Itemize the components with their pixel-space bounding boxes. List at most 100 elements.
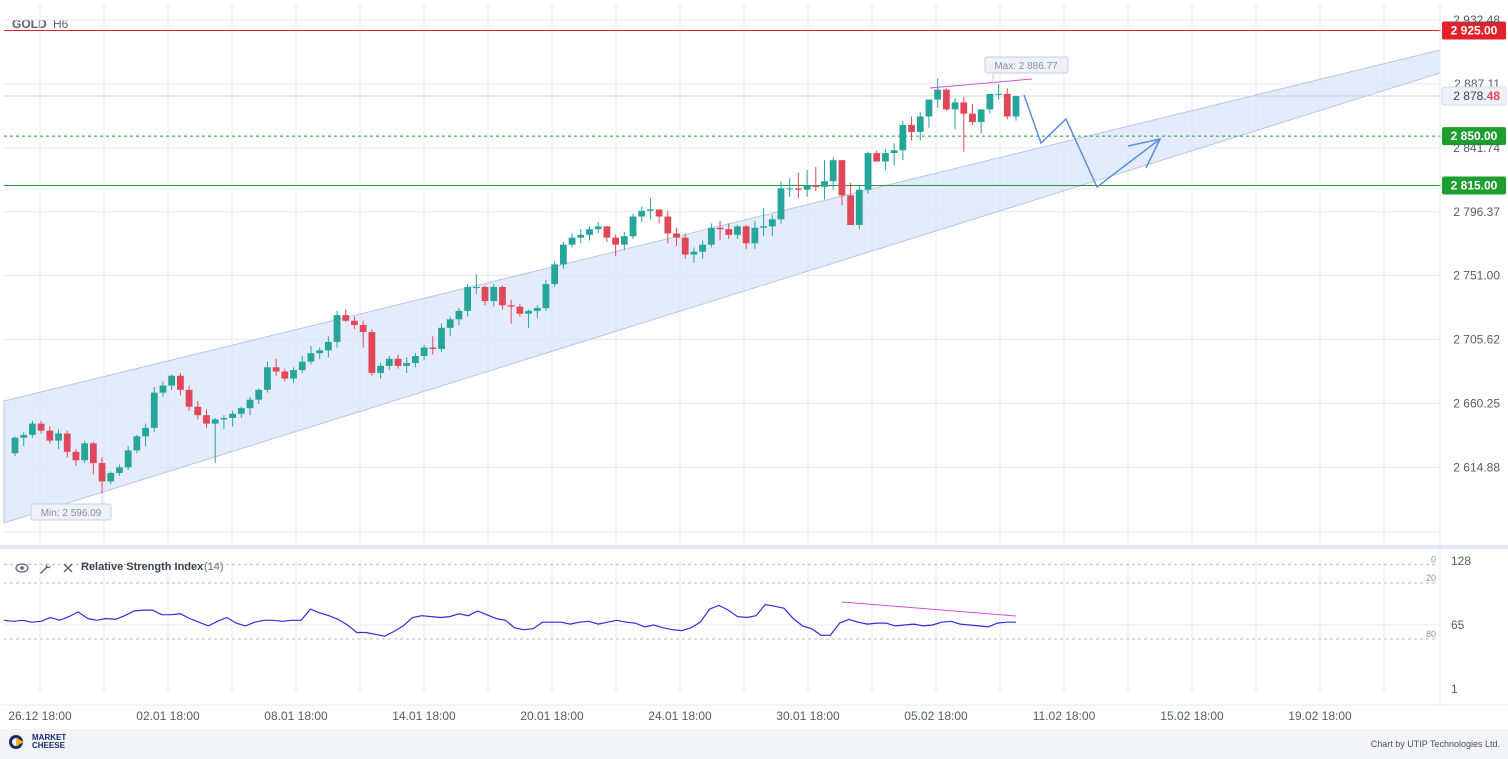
candle bbox=[794, 172, 802, 199]
candle-body bbox=[385, 358, 393, 366]
candle bbox=[908, 116, 915, 141]
candle bbox=[46, 426, 54, 444]
close-icon[interactable] bbox=[59, 559, 77, 577]
candle bbox=[977, 109, 985, 134]
candle bbox=[725, 223, 733, 240]
candle bbox=[551, 261, 559, 287]
candle-body bbox=[72, 451, 80, 461]
candle-body bbox=[124, 450, 132, 468]
candle bbox=[359, 320, 367, 348]
candle-body bbox=[342, 315, 350, 321]
candle-body bbox=[603, 226, 611, 238]
settings-wrench-icon[interactable] bbox=[36, 559, 54, 577]
candle-body bbox=[977, 109, 985, 123]
rsi-level-label-2: 0 bbox=[1431, 554, 1436, 564]
candle bbox=[307, 346, 315, 365]
candle bbox=[707, 223, 715, 248]
candle bbox=[699, 240, 707, 259]
candle-body bbox=[229, 413, 237, 418]
candle-body bbox=[107, 472, 115, 482]
candle-body bbox=[786, 188, 794, 190]
candle bbox=[264, 361, 271, 393]
candle bbox=[89, 441, 97, 475]
candle bbox=[969, 103, 976, 125]
candle bbox=[20, 432, 28, 447]
candle bbox=[873, 150, 881, 162]
logo-line-2: CHEESE bbox=[32, 741, 65, 750]
candle-body bbox=[455, 310, 463, 320]
candle-body bbox=[647, 209, 654, 211]
candle bbox=[159, 381, 167, 397]
candle-body bbox=[290, 370, 297, 379]
candle bbox=[995, 84, 1002, 100]
candle-body bbox=[307, 353, 315, 362]
candle-body bbox=[638, 210, 646, 217]
candle bbox=[742, 224, 750, 249]
price-chart[interactable]: 2 925.00 2 850.00 2 815.00 Max: 2 886.77 Mi… bbox=[0, 0, 1508, 729]
level-tag-2 bbox=[1442, 176, 1506, 195]
candle bbox=[525, 309, 532, 328]
visibility-eye-icon[interactable] bbox=[13, 559, 31, 577]
candle-body bbox=[734, 226, 741, 235]
candle bbox=[812, 167, 820, 192]
candle bbox=[342, 309, 350, 323]
candle bbox=[229, 410, 237, 427]
candle-body bbox=[1012, 96, 1020, 117]
candle bbox=[29, 420, 36, 438]
candle bbox=[324, 336, 332, 358]
candle bbox=[603, 226, 611, 242]
candle bbox=[786, 178, 794, 197]
price-divergence-line bbox=[929, 78, 1033, 89]
candle-body bbox=[29, 423, 36, 435]
candle-body bbox=[264, 367, 271, 390]
candle-body bbox=[742, 226, 750, 244]
candle-body bbox=[995, 93, 1002, 95]
candle bbox=[586, 226, 593, 241]
candle bbox=[890, 143, 898, 166]
candle-body bbox=[942, 89, 950, 110]
y-tick-label: 2 751.00 bbox=[1453, 269, 1500, 283]
candle-body bbox=[777, 188, 785, 220]
candle bbox=[629, 213, 637, 240]
candle bbox=[142, 423, 149, 447]
candle-body bbox=[63, 433, 71, 452]
candle-body bbox=[81, 443, 89, 461]
candle bbox=[594, 222, 602, 234]
candle-body bbox=[525, 310, 532, 314]
rsi-indicator-name: Relative Strength Index bbox=[81, 561, 204, 573]
candle bbox=[98, 457, 106, 494]
candle-body bbox=[612, 237, 619, 245]
candle bbox=[655, 209, 663, 224]
footer-bar bbox=[0, 729, 1508, 759]
candle-body bbox=[551, 264, 559, 285]
candle bbox=[203, 409, 210, 428]
candle-body bbox=[55, 433, 62, 441]
market-cheese-logo[interactable]: MARKET CHEESE bbox=[8, 734, 80, 750]
candle bbox=[316, 347, 324, 359]
candle bbox=[246, 396, 254, 416]
candle-body bbox=[37, 423, 45, 431]
candle-body bbox=[159, 385, 167, 393]
x-tick-label: 14.01 18:00 bbox=[392, 709, 456, 723]
candle-body bbox=[203, 415, 210, 424]
timeframe-label[interactable]: H6 bbox=[53, 17, 69, 31]
price-channel bbox=[3, 49, 1441, 524]
candle-body bbox=[925, 99, 933, 117]
candle-body bbox=[864, 153, 872, 190]
candle bbox=[647, 198, 654, 220]
candle-body bbox=[751, 227, 759, 244]
candle bbox=[681, 233, 689, 259]
min-box bbox=[30, 503, 112, 521]
candle-body bbox=[760, 226, 767, 228]
candle bbox=[673, 227, 680, 247]
candle-body bbox=[568, 237, 576, 245]
candle bbox=[81, 440, 89, 464]
candle-body bbox=[986, 93, 994, 110]
candle bbox=[899, 120, 907, 161]
candle-body bbox=[516, 306, 524, 314]
rsi-divergence-line bbox=[841, 601, 1017, 617]
candle-body bbox=[768, 219, 776, 227]
candle-body bbox=[168, 375, 176, 386]
candle bbox=[620, 232, 628, 251]
